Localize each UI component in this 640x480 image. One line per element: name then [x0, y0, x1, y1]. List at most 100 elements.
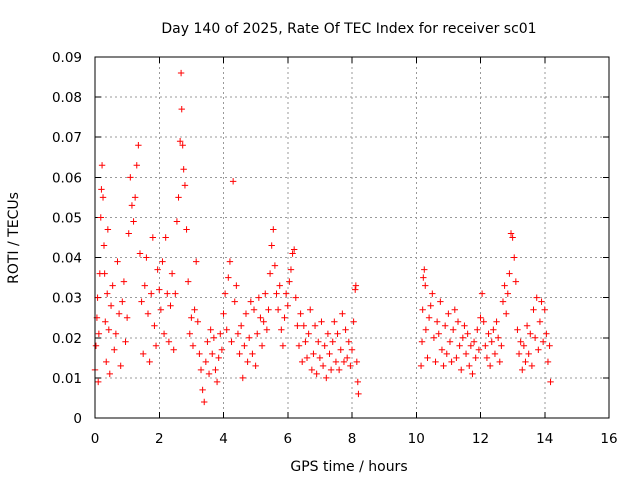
data-point — [249, 350, 256, 358]
data-point — [115, 310, 123, 317]
data-point — [528, 362, 536, 370]
data-point — [281, 314, 288, 321]
data-point — [117, 362, 124, 370]
data-point — [334, 330, 341, 337]
data-point — [149, 234, 157, 241]
data-point — [503, 310, 510, 317]
data-point — [315, 338, 322, 345]
data-point — [215, 354, 222, 362]
data-point — [464, 330, 471, 337]
data-point — [482, 342, 489, 349]
data-point — [181, 182, 189, 189]
data-point — [506, 270, 513, 277]
data-point — [151, 322, 158, 329]
data-point — [467, 342, 475, 349]
data-point — [488, 338, 495, 345]
data-point — [483, 354, 491, 362]
data-point — [105, 326, 113, 333]
x-tick-label: 6 — [283, 431, 292, 447]
data-point — [262, 290, 269, 297]
data-points — [91, 69, 554, 406]
data-point — [178, 105, 185, 113]
data-point — [128, 202, 136, 209]
data-point — [131, 194, 139, 201]
data-point — [327, 366, 335, 374]
data-point — [523, 322, 531, 329]
data-point — [339, 310, 346, 317]
data-point — [152, 342, 160, 349]
data-point — [421, 266, 428, 273]
y-tick-label: 0.02 — [52, 331, 82, 347]
data-point — [99, 194, 107, 201]
data-point — [511, 254, 518, 261]
data-point — [454, 318, 462, 325]
data-point — [135, 142, 142, 149]
data-point — [469, 370, 476, 378]
data-point — [246, 334, 253, 341]
data-point — [331, 318, 338, 325]
data-point — [172, 290, 179, 297]
data-point — [449, 326, 457, 333]
data-point — [440, 362, 447, 370]
data-point — [237, 322, 245, 329]
data-point — [209, 350, 216, 358]
data-point — [308, 366, 316, 374]
data-point — [501, 282, 508, 289]
data-point — [192, 258, 200, 265]
data-point — [337, 346, 344, 354]
data-point — [177, 69, 185, 77]
data-point — [420, 274, 427, 281]
data-point — [310, 350, 317, 358]
data-point — [443, 350, 450, 358]
data-point — [494, 334, 502, 341]
data-point — [244, 358, 251, 366]
data-point — [299, 358, 306, 366]
data-point — [188, 314, 195, 321]
data-point — [144, 310, 152, 317]
data-point — [419, 306, 426, 313]
data-point — [437, 298, 444, 305]
data-point — [343, 354, 351, 362]
data-point — [302, 338, 309, 345]
data-point — [247, 298, 255, 305]
data-point — [194, 318, 201, 325]
data-point — [311, 322, 319, 329]
data-point — [329, 338, 336, 345]
data-point — [143, 254, 150, 261]
data-point — [345, 338, 352, 345]
data-point — [307, 306, 314, 313]
data-point — [156, 286, 163, 293]
data-point — [273, 290, 280, 297]
data-point — [445, 310, 452, 317]
y-tick-label: 0.08 — [52, 90, 82, 106]
data-point — [294, 322, 301, 329]
data-point — [167, 302, 174, 309]
data-point — [170, 346, 177, 354]
data-point — [176, 138, 184, 145]
data-point — [252, 362, 259, 370]
data-point — [472, 354, 479, 362]
data-point — [92, 342, 100, 349]
data-point — [496, 358, 503, 366]
data-point — [332, 358, 340, 366]
data-point — [316, 354, 324, 362]
data-point — [179, 142, 186, 149]
data-point — [543, 330, 550, 337]
data-point — [286, 278, 293, 285]
data-point — [98, 186, 105, 193]
data-point — [520, 342, 528, 349]
data-point — [104, 290, 111, 297]
data-point — [354, 378, 361, 386]
data-point — [223, 326, 230, 333]
data-point — [514, 326, 521, 333]
data-point — [430, 334, 438, 341]
data-point — [258, 342, 266, 349]
data-point — [352, 286, 359, 293]
data-point — [160, 330, 168, 337]
data-point — [104, 226, 112, 233]
data-point — [290, 246, 298, 253]
data-point — [541, 306, 548, 313]
data-point — [527, 330, 534, 337]
data-point — [313, 370, 320, 378]
y-tick-label: 0.04 — [52, 251, 82, 267]
